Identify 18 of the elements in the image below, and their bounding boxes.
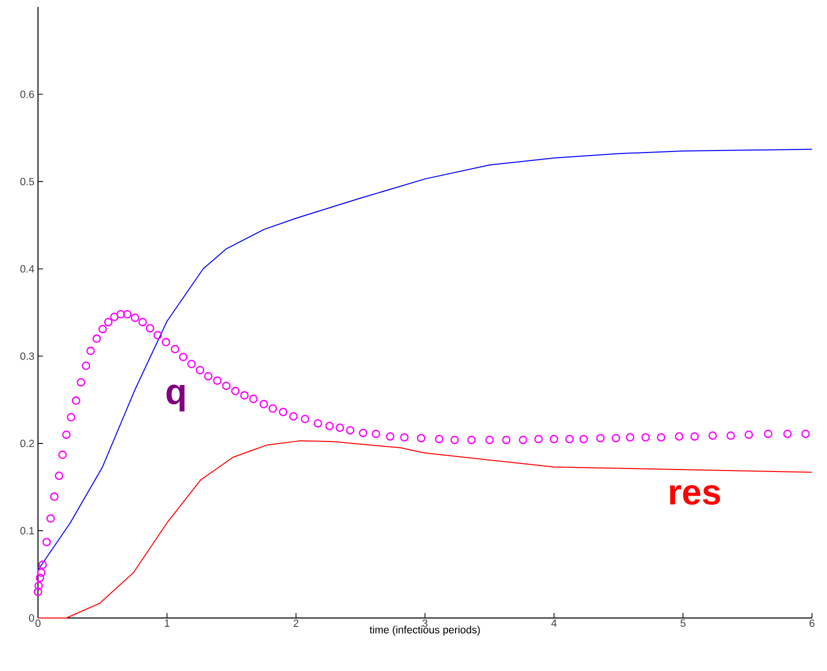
y-tick-label: 0.2: [20, 440, 34, 448]
y-tick-label: 0: [29, 614, 34, 622]
y-tick-label: 0.6: [20, 90, 34, 98]
y-tick-label: 0.4: [20, 265, 34, 273]
x-tick-label: 3: [422, 620, 428, 627]
x-tick-label: 1: [164, 620, 170, 627]
y-tick-label: 0.5: [20, 178, 34, 186]
x-tick-label: 2: [294, 620, 298, 627]
x-tick-label: 5: [680, 620, 686, 627]
y-tick-label: 0.3: [20, 352, 34, 360]
series-label: res: [670, 485, 720, 505]
x-axis-title: time (infectious periods): [370, 626, 480, 636]
x-tick-label: 6: [810, 620, 814, 627]
x-tick-label: 4: [551, 620, 557, 627]
x-tick-label: 0: [35, 620, 40, 627]
y-tick-label: 0.1: [20, 527, 34, 534]
series-label: q: [166, 384, 185, 412]
line-series: [38, 148, 813, 570]
